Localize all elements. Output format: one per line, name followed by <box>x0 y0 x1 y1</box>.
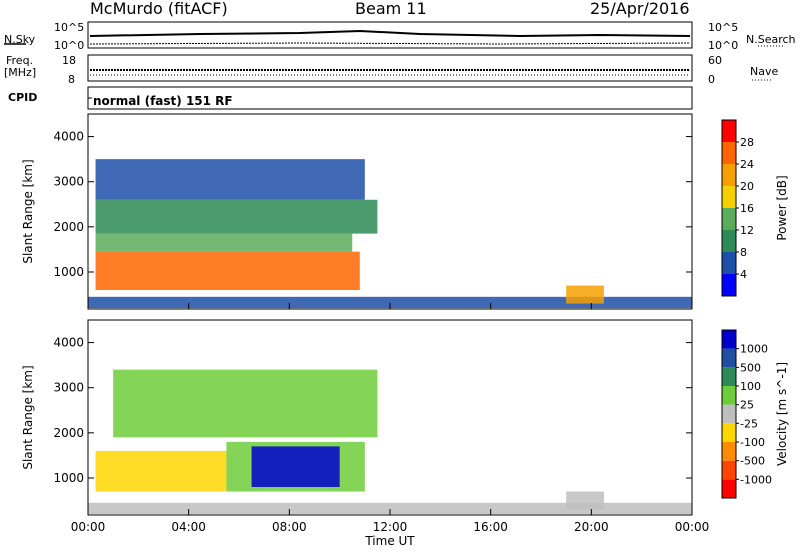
colorbar-segment <box>722 442 736 461</box>
data-region <box>95 450 227 492</box>
colorbar-segment <box>722 230 736 252</box>
colorbar-frame <box>721 329 737 499</box>
cpid-label: CPID <box>8 91 38 104</box>
colorbar-tick-label: 500 <box>740 361 761 374</box>
colorbar-tick-label: -500 <box>740 455 765 468</box>
nsky-label: N.Sky <box>4 33 36 46</box>
colorbar-tick-label: 28 <box>740 136 754 149</box>
colorbar-segment <box>722 367 736 386</box>
colorbar-segment <box>722 120 736 142</box>
x-tick-label: 20:00 <box>574 520 609 534</box>
colorbar-tick-label: 1000 <box>740 343 768 356</box>
colorbar-tick-label: 24 <box>740 158 754 171</box>
colorbar-tick-label: -1000 <box>740 473 772 486</box>
data-region <box>113 369 378 438</box>
cpid-panel <box>87 86 693 110</box>
data-region <box>95 159 365 200</box>
nave-tick-high: 60 <box>708 54 722 67</box>
colorbar-tick-label: 16 <box>740 202 754 215</box>
nave-label: Nave <box>750 65 779 78</box>
colorbar-segment <box>722 142 736 164</box>
y-axis-label: Slant Range [km] <box>21 159 35 263</box>
x-tick-label: 04:00 <box>171 520 206 534</box>
date-title: 25/Apr/2016 <box>590 0 690 18</box>
colorbar-tick-label: 4 <box>740 268 747 281</box>
colorbar-tick-label: 25 <box>740 399 754 412</box>
colorbar-tick-label: 12 <box>740 224 754 237</box>
y-tick-label: 1000 <box>53 471 84 485</box>
colorbar-segment <box>722 208 736 230</box>
data-region <box>566 491 604 510</box>
colorbar-segment <box>722 186 736 208</box>
data-region <box>251 446 340 488</box>
y-tick-label: 4000 <box>53 336 84 350</box>
nsearch-line <box>89 42 691 45</box>
colorbar-tick-label: 100 <box>740 380 761 393</box>
colorbar-segment <box>722 164 736 186</box>
x-tick-label: 08:00 <box>272 520 307 534</box>
data-region <box>95 199 378 234</box>
colorbar-label: Power [dB] <box>775 175 789 240</box>
x-tick-label: 00:00 <box>71 520 106 534</box>
scan-left-tick-low: 10^0 <box>54 39 85 52</box>
colorbar-label: Velocity [m s^-1] <box>775 362 789 466</box>
y-tick-label: 2000 <box>53 220 84 234</box>
freq-label: Freq. <box>6 54 34 67</box>
y-tick-label: 2000 <box>53 426 84 440</box>
velocity-panel: 1000 2000 3000 4000 00:00 04:00 08:00 12:00 16:0… <box>21 319 789 548</box>
data-region <box>95 233 353 252</box>
data-region <box>88 296 692 309</box>
x-tick-label: 00:00 <box>675 520 710 534</box>
x-tick-label: 16:00 <box>473 520 508 534</box>
colorbar-segment <box>722 479 736 498</box>
x-tick-label: 12:00 <box>373 520 408 534</box>
beam-title: Beam 11 <box>355 0 427 18</box>
y-tick-label: 1000 <box>53 265 84 279</box>
colorbar-tick-label: 20 <box>740 180 754 193</box>
freq-tick-high: 18 <box>62 54 76 67</box>
data-region <box>88 502 692 515</box>
freq-tick-low: 8 <box>68 73 75 86</box>
colorbar-tick-label: -100 <box>740 436 765 449</box>
freq-unit-label: [MHz] <box>4 66 37 79</box>
y-tick-label: 4000 <box>53 130 84 144</box>
y-tick-label: 3000 <box>53 175 84 189</box>
colorbar-tick-label: -25 <box>740 417 758 430</box>
colorbar-tick-label: 8 <box>740 246 747 259</box>
scan-panel <box>4 21 784 49</box>
colorbar-segment <box>722 386 736 405</box>
colorbar-segment <box>722 274 736 296</box>
nsky-line <box>89 29 691 38</box>
scan-right-tick-low: 10^0 <box>708 39 739 52</box>
colorbar-segment <box>722 423 736 442</box>
colorbar-segment <box>722 404 736 424</box>
scan-right-tick-high: 10^5 <box>708 21 739 34</box>
cpid-text: normal (fast) 151 RF <box>93 94 233 108</box>
colorbar-segment <box>722 252 736 274</box>
freq-panel <box>87 54 772 82</box>
power-panel: 1000 2000 3000 4000 Slant Range [km] 28 24 20 16… <box>21 113 789 310</box>
nave-tick-low: 0 <box>708 73 715 86</box>
colorbar-segment <box>722 460 736 480</box>
station-title: McMurdo (fitACF) <box>90 0 228 18</box>
data-region <box>566 285 604 304</box>
nsearch-label: N.Search <box>746 33 796 46</box>
data-region <box>95 251 360 291</box>
y-axis-label: Slant Range [km] <box>21 365 35 469</box>
colorbar-segment <box>722 348 736 368</box>
scan-left-tick-high: 10^5 <box>54 21 85 34</box>
colorbar-segment <box>722 330 736 349</box>
y-tick-label: 3000 <box>53 381 84 395</box>
x-axis-label: Time UT <box>364 534 415 548</box>
